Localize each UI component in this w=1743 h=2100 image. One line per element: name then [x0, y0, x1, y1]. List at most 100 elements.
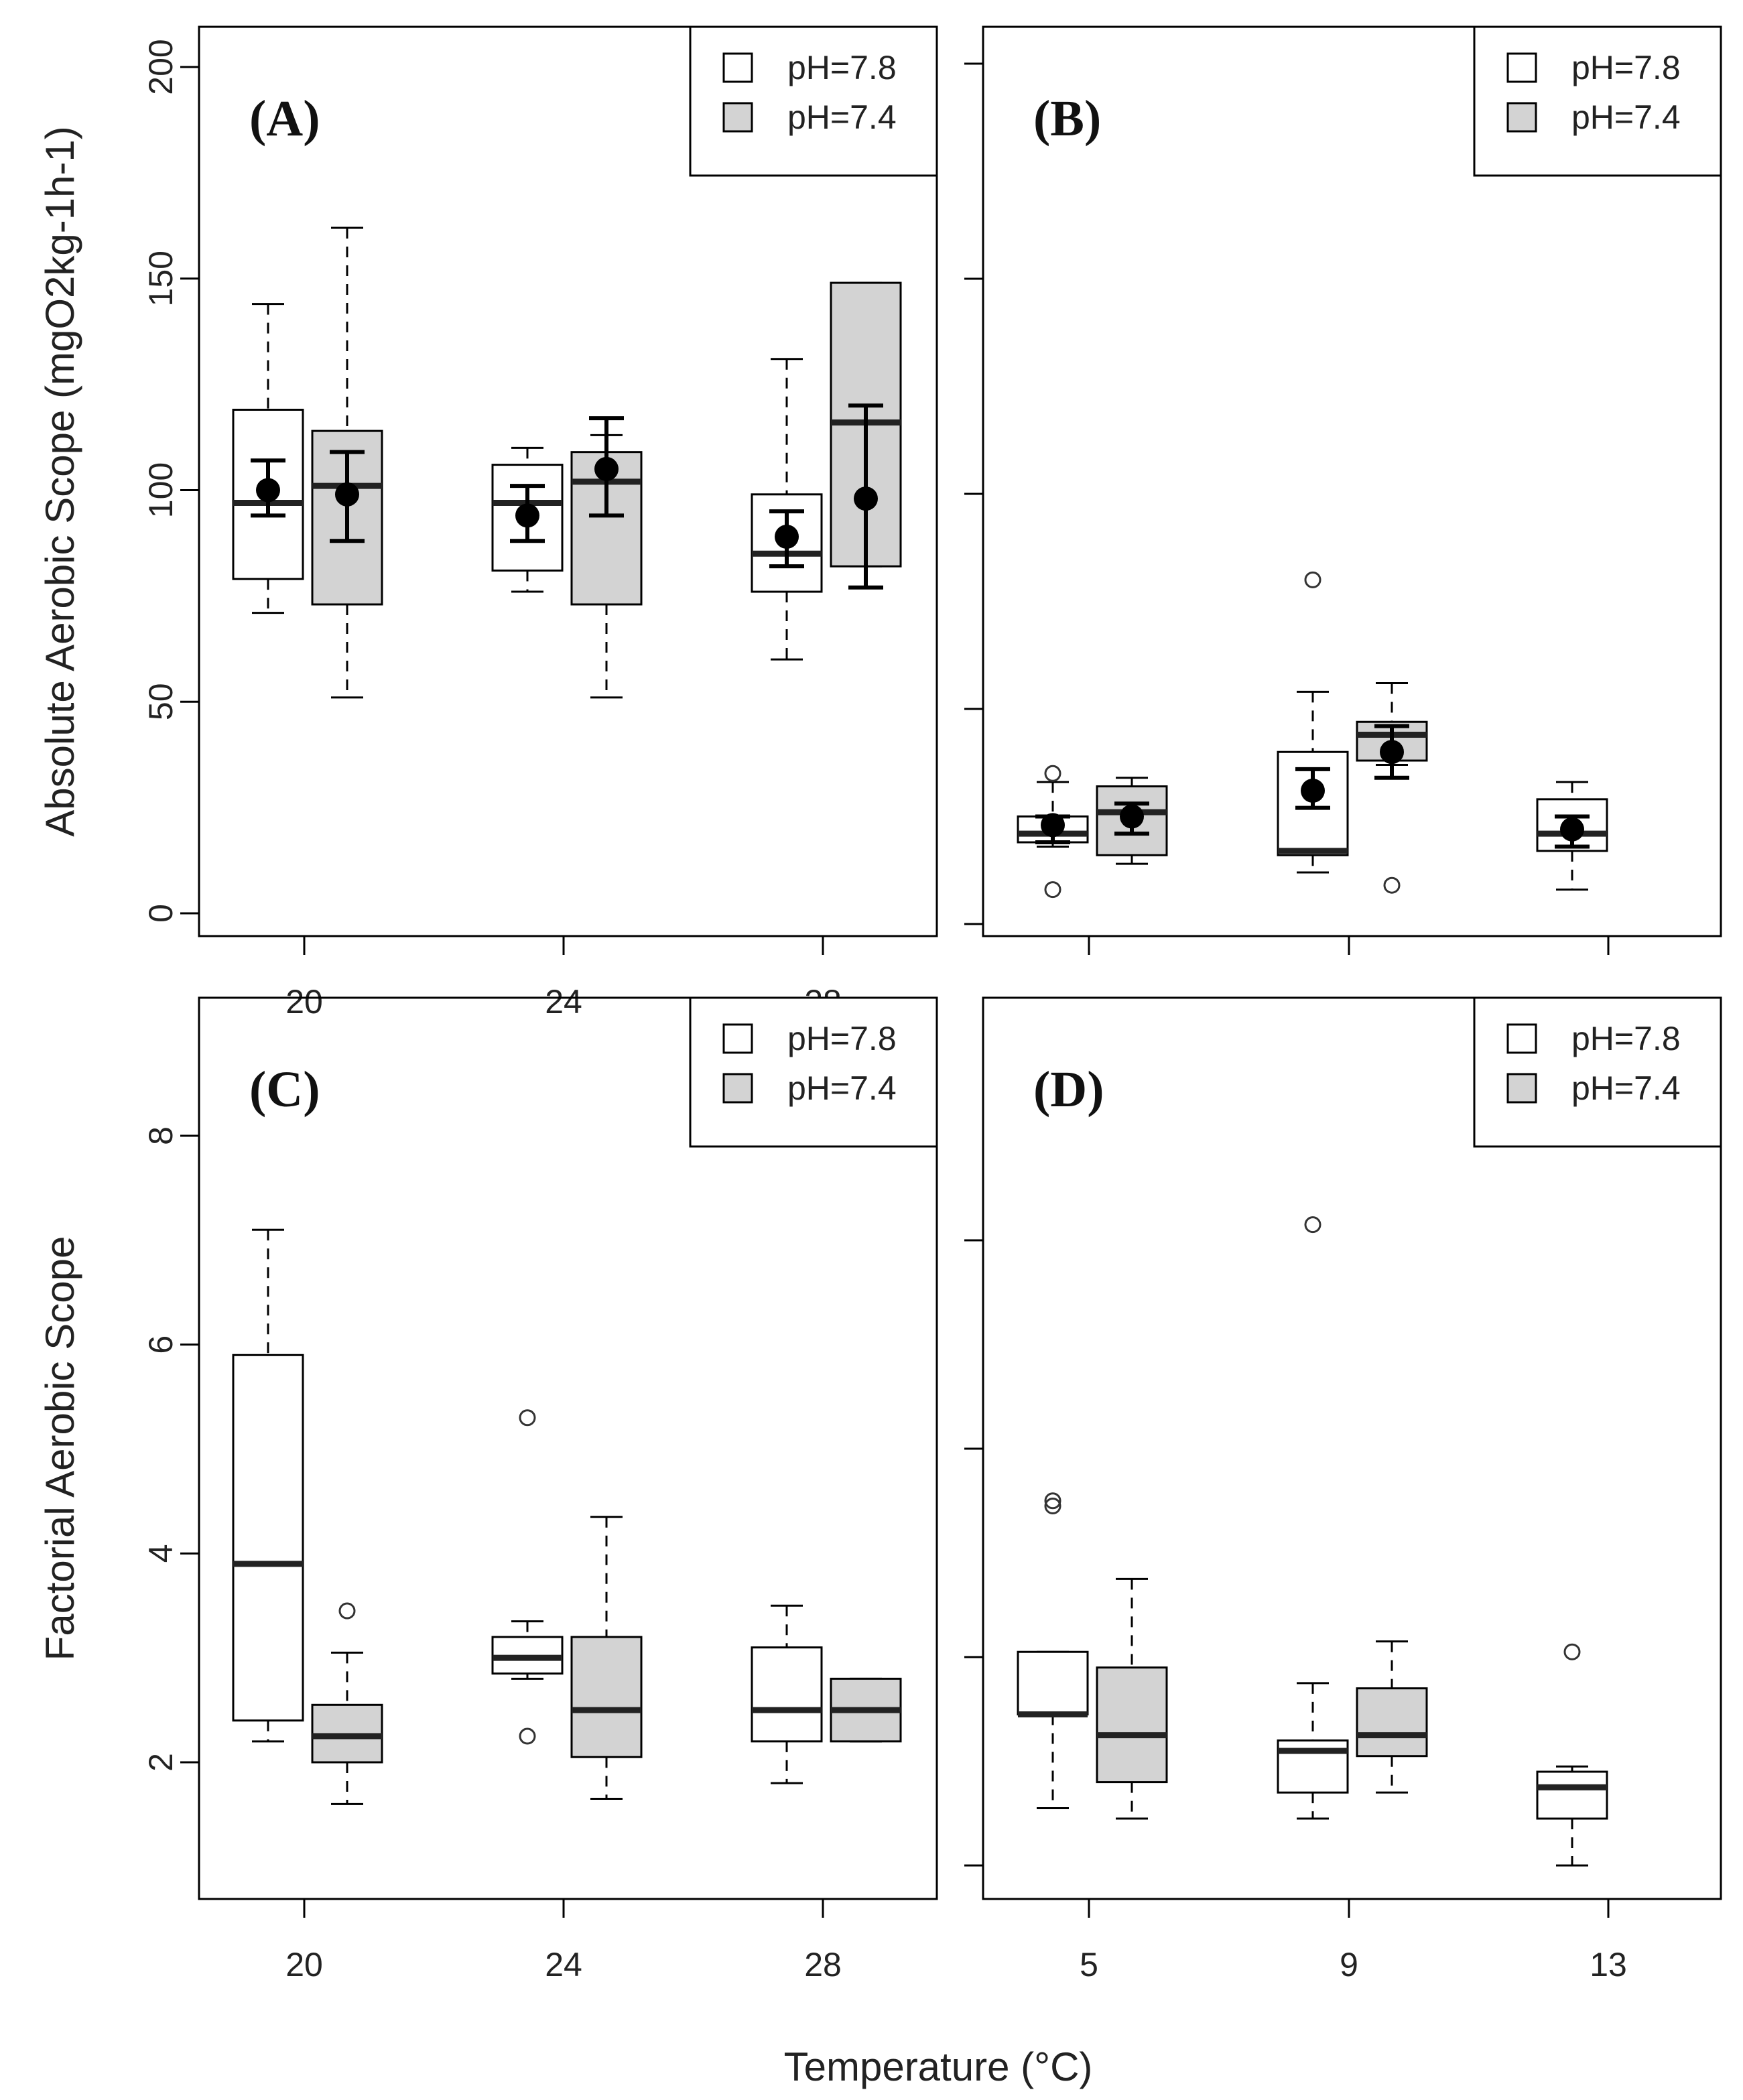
x-axis: 5 9 13	[1080, 1899, 1627, 1983]
box	[491, 1409, 564, 1745]
y-axis-title: Absolute Aerobic Scope (mgO2kg-1h-1)	[38, 126, 82, 837]
legend: pH=7.8 pH=7.4	[1473, 25, 1722, 177]
outlier-point	[338, 1602, 356, 1620]
box	[1536, 781, 1608, 891]
box-body	[1096, 1666, 1168, 1784]
legend-swatch	[722, 1023, 753, 1054]
box-body	[232, 1354, 304, 1722]
panel-label: (B)	[1033, 90, 1101, 147]
series-ph-7-8	[232, 1228, 823, 1784]
series-ph-7-8	[1017, 571, 1608, 899]
y-tick-label: 8	[142, 1126, 180, 1145]
legend-label: pH=7.8	[1571, 1020, 1681, 1057]
x-tick-label: 20	[285, 983, 323, 1021]
series-ph-7-4	[311, 1516, 902, 1805]
box-body	[1017, 1650, 1089, 1716]
y-tick-label: 2	[142, 1753, 180, 1772]
y-tick-label: 50	[142, 683, 180, 720]
series-ph-7-4	[1096, 1577, 1428, 1820]
panel-c: 2 4 6 8 Factorial Aerobic Scope 20 24 28 (C) pH=7…	[38, 996, 938, 1983]
panels: 0 50 100 150 200 Absolute Aerobic Scope (mgO2…	[38, 25, 1722, 1983]
legend-swatch	[722, 1073, 753, 1104]
mean-point	[1301, 778, 1325, 803]
y-tick-label: 150	[142, 251, 180, 306]
box	[1277, 571, 1349, 874]
box	[1017, 765, 1089, 899]
legend-swatch	[722, 52, 753, 83]
box	[1356, 1640, 1428, 1794]
legend-label: pH=7.4	[1571, 99, 1681, 136]
x-axis: 20 24 28	[285, 1899, 842, 1983]
legend-swatch	[1506, 1073, 1537, 1104]
box	[570, 1516, 643, 1800]
legend: pH=7.8 pH=7.4	[689, 25, 938, 177]
panel-label: (A)	[249, 90, 320, 147]
box	[491, 446, 564, 593]
panel-label: (D)	[1033, 1061, 1104, 1118]
series-ph-7-4	[311, 226, 902, 699]
x-tick-label: 9	[1340, 1946, 1358, 1983]
y-axis: 2 4 6 8 Factorial Aerobic Scope	[38, 1126, 199, 1772]
x-tick-label: 20	[285, 1946, 323, 1983]
series-ph-7-8	[1017, 1216, 1608, 1867]
legend-label: pH=7.8	[1571, 49, 1681, 86]
box	[232, 303, 304, 614]
legend-label: pH=7.4	[1571, 1069, 1681, 1107]
x-tick-label: 28	[804, 1946, 842, 1983]
outlier-point	[1383, 876, 1401, 894]
series-ph-7-4	[1096, 681, 1428, 894]
legend-label: pH=7.4	[787, 1069, 897, 1107]
x-tick-label: 5	[1080, 1946, 1098, 1983]
legend-box	[1473, 996, 1722, 1148]
mean-point	[1560, 817, 1584, 842]
outlier-point	[519, 1727, 536, 1745]
legend-box	[689, 25, 938, 177]
y-tick-label: 100	[142, 462, 180, 518]
box-body	[570, 1636, 643, 1758]
box	[570, 416, 643, 699]
mean-point	[256, 478, 280, 503]
box	[1017, 1492, 1089, 1809]
box	[311, 226, 383, 699]
y-tick-label: 6	[142, 1335, 180, 1354]
box-body	[1356, 1687, 1428, 1758]
panel-b: (B) pH=7.8 pH=7.4	[964, 25, 1722, 955]
outlier-point	[519, 1409, 536, 1427]
legend-label: pH=7.8	[787, 49, 897, 86]
box	[311, 1602, 383, 1805]
outlier-point	[1044, 765, 1061, 782]
box	[1356, 681, 1428, 894]
legend-swatch	[1506, 1023, 1537, 1054]
legend: pH=7.8 pH=7.4	[689, 996, 938, 1148]
legend-box	[1473, 25, 1722, 177]
box	[751, 358, 823, 661]
y-tick-label: 0	[142, 904, 180, 923]
y-tick-label: 4	[142, 1544, 180, 1563]
plot-frame	[982, 25, 1722, 937]
panel-d: 5 9 13 (D) pH=7.8 pH=7.4	[964, 996, 1722, 1983]
box	[232, 1228, 304, 1743]
outlier-point	[1044, 1492, 1061, 1510]
panel-label: (C)	[249, 1061, 320, 1118]
series-ph-7-8	[232, 303, 823, 661]
box	[751, 1604, 823, 1784]
box	[830, 1677, 902, 1743]
mean-point	[594, 456, 619, 481]
legend-swatch	[722, 102, 753, 133]
mean-point	[515, 503, 539, 528]
box	[1096, 1577, 1168, 1820]
mean-point	[1380, 740, 1404, 765]
y-tick-label: 200	[142, 39, 180, 94]
mean-point	[775, 524, 799, 549]
outlier-point	[1563, 1643, 1581, 1660]
y-axis	[964, 62, 983, 925]
panel-a: 0 50 100 150 200 Absolute Aerobic Scope (mgO2…	[38, 25, 938, 1021]
y-axis-title: Factorial Aerobic Scope	[38, 1236, 82, 1661]
box-body	[1536, 1770, 1608, 1820]
legend-label: pH=7.4	[787, 99, 897, 136]
y-axis: 0 50 100 150 200 Absolute Aerobic Scope (mgO2…	[38, 39, 199, 923]
x-axis	[1088, 936, 1610, 955]
mean-point	[854, 486, 878, 511]
outlier-point	[1044, 881, 1061, 899]
